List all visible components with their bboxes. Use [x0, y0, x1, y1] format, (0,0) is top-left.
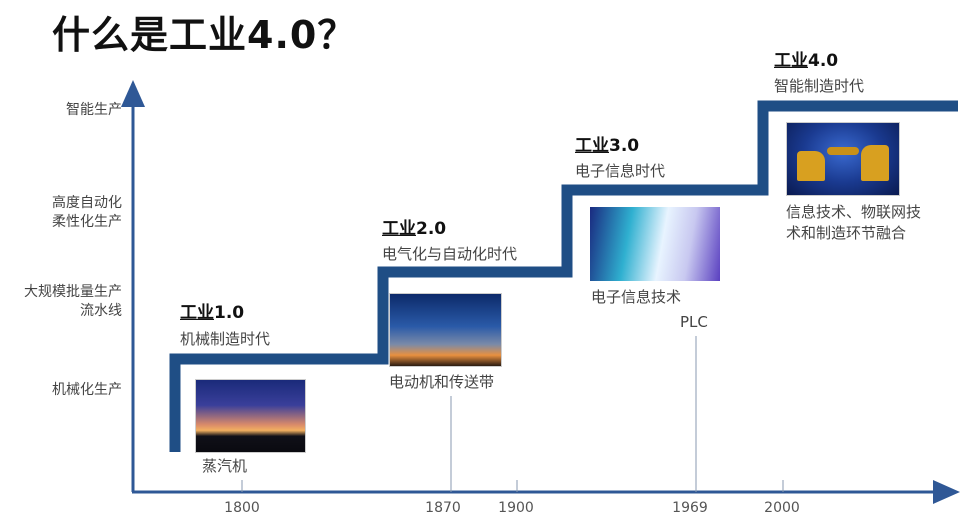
smokestack-sunset-photo: [195, 379, 306, 453]
era-3-subtitle: 电子信息时代: [575, 162, 666, 180]
x-label-1870: 1870: [425, 500, 461, 516]
era-4-caption: 信息技术、物联网技 术和制造环节融合: [786, 203, 922, 242]
era-2-heading: 工业2.0: [382, 219, 447, 239]
era-3-caption-plc: PLC: [680, 313, 708, 331]
industrial-robots-photo: [786, 122, 900, 196]
era-2-caption: 电动机和传送带: [389, 373, 495, 391]
x-label-1969: 1969: [672, 500, 708, 516]
y-label-flexible-production: 高度自动化 柔性化生产: [52, 195, 122, 230]
y-label-mechanized-production: 机械化生产: [52, 382, 122, 398]
x-label-1900: 1900: [498, 500, 534, 516]
era-4-heading: 工业4.0: [774, 51, 839, 71]
x-label-2000: 2000: [764, 500, 800, 516]
electronic-tech-photo: [590, 207, 720, 281]
era-3-caption: 电子信息技术: [591, 288, 682, 306]
era-4-subtitle: 智能制造时代: [774, 77, 865, 95]
era-1-caption: 蒸汽机: [202, 457, 248, 475]
y-label-smart-production: 智能生产: [66, 102, 122, 118]
y-label-mass-production: 大规模批量生产 流水线: [24, 284, 122, 319]
staircase-line: [169, 100, 958, 452]
power-tower-photo: [389, 293, 502, 367]
era-1-heading: 工业1.0: [180, 303, 245, 323]
era-2-subtitle: 电气化与自动化时代: [382, 245, 518, 263]
page-title: 什么是工业4.0？: [52, 13, 357, 57]
era-3-heading: 工业3.0: [575, 136, 640, 156]
era-1-subtitle: 机械制造时代: [180, 330, 271, 348]
x-label-1800: 1800: [224, 500, 260, 516]
